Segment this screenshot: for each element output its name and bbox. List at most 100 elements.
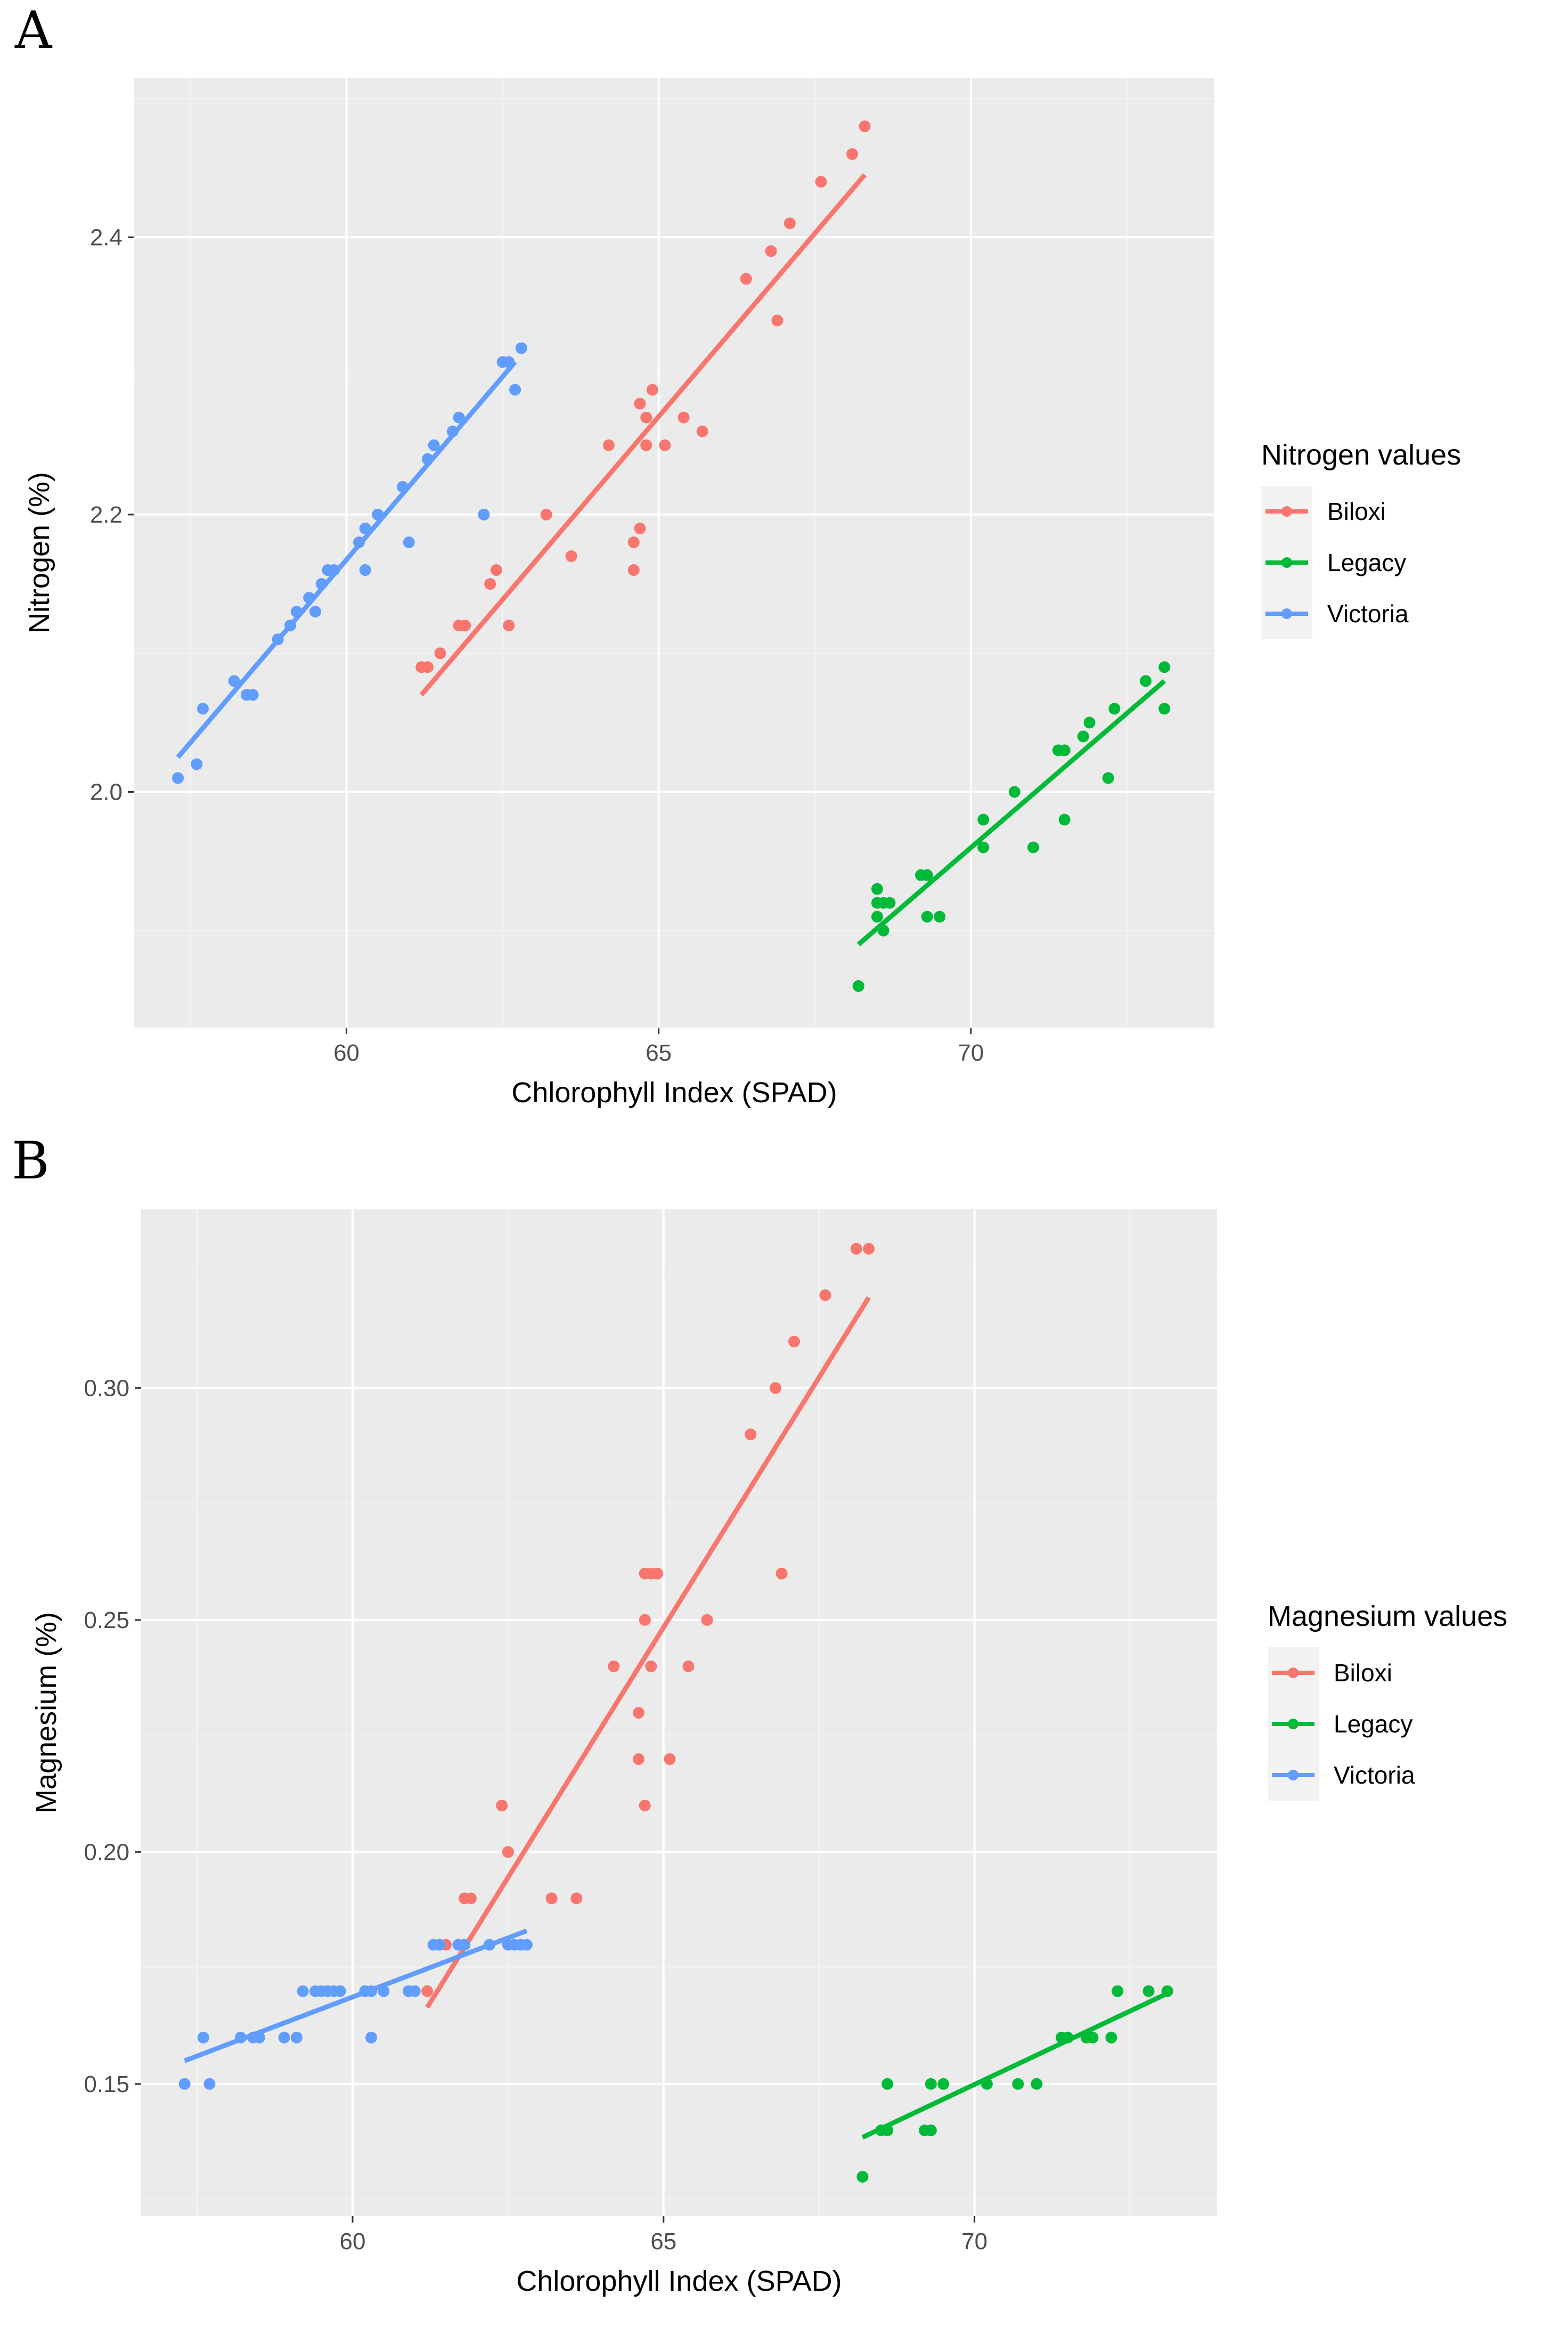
data-point-legacy bbox=[977, 813, 990, 826]
series-biloxi bbox=[421, 1243, 875, 2009]
legend-key-point bbox=[1281, 608, 1292, 619]
data-point-legacy bbox=[925, 2124, 937, 2136]
data-point-victoria bbox=[328, 564, 340, 576]
data-point-biloxi bbox=[682, 1660, 695, 1672]
legend-label-victoria: Victoria bbox=[1334, 1761, 1415, 1789]
y-tick-label: 0.30 bbox=[84, 1375, 129, 1401]
data-point-biloxi bbox=[701, 1614, 713, 1626]
data-point-victoria bbox=[203, 2078, 216, 2090]
series-biloxi bbox=[415, 120, 871, 697]
data-point-biloxi bbox=[645, 1660, 657, 1672]
data-point-biloxi bbox=[696, 425, 708, 437]
data-point-legacy bbox=[1087, 2031, 1099, 2044]
data-point-victoria bbox=[359, 564, 371, 576]
data-point-legacy bbox=[1083, 717, 1096, 729]
data-point-legacy bbox=[1161, 1985, 1173, 1997]
data-point-biloxi bbox=[421, 661, 434, 673]
plot-background bbox=[141, 1209, 1217, 2216]
data-point-biloxi bbox=[783, 217, 796, 230]
data-point-legacy bbox=[934, 910, 946, 923]
data-point-legacy bbox=[877, 924, 889, 937]
legend-label-biloxi: Biloxi bbox=[1334, 1659, 1392, 1687]
data-point-victoria bbox=[453, 411, 465, 424]
data-point-biloxi bbox=[664, 1753, 676, 1765]
data-point-biloxi bbox=[484, 578, 496, 590]
data-point-legacy bbox=[1158, 661, 1171, 673]
data-point-biloxi bbox=[490, 564, 502, 576]
data-point-biloxi bbox=[646, 384, 658, 396]
data-point-victoria bbox=[434, 1939, 446, 1951]
data-point-biloxi bbox=[863, 1243, 875, 1255]
data-point-legacy bbox=[1140, 675, 1152, 687]
series-victoria bbox=[172, 342, 527, 784]
series-victoria bbox=[178, 1929, 533, 2090]
data-point-biloxi bbox=[819, 1289, 831, 1301]
grid-lines bbox=[141, 1209, 1217, 2216]
data-point-victoria bbox=[403, 536, 415, 548]
data-point-biloxi bbox=[459, 620, 471, 632]
data-point-biloxi bbox=[775, 1567, 788, 1580]
data-point-biloxi bbox=[565, 550, 577, 563]
data-point-legacy bbox=[1012, 2078, 1024, 2090]
data-point-victoria bbox=[284, 620, 297, 632]
data-point-biloxi bbox=[815, 176, 827, 188]
x-axis-title: Chlorophyll Index (SPAD) bbox=[511, 1077, 837, 1109]
data-point-legacy bbox=[871, 910, 883, 923]
data-point-victoria bbox=[172, 772, 184, 784]
data-point-biloxi bbox=[608, 1660, 620, 1672]
data-point-legacy bbox=[1058, 813, 1071, 826]
data-point-biloxi bbox=[651, 1567, 664, 1580]
data-point-victoria bbox=[253, 2031, 265, 2044]
data-point-victoria bbox=[303, 592, 315, 604]
data-point-legacy bbox=[937, 2078, 950, 2090]
series-legacy bbox=[852, 661, 1171, 992]
y-tick-label: 2.2 bbox=[90, 502, 123, 528]
data-point-victoria bbox=[378, 1985, 390, 1997]
data-point-victoria bbox=[478, 508, 490, 520]
data-point-legacy bbox=[1102, 772, 1114, 784]
data-point-victoria bbox=[421, 453, 434, 465]
data-point-victoria bbox=[515, 342, 527, 354]
data-point-victoria bbox=[290, 606, 303, 618]
regression-line-victoria bbox=[176, 360, 517, 759]
chart-panel-a: A 60 65 70 2.0 2.2 2.4 Chlorophyll Index (SPAD)… bbox=[14, 1, 1461, 1109]
data-point-biloxi bbox=[503, 620, 515, 632]
data-point-biloxi bbox=[434, 647, 446, 660]
regression-line-biloxi bbox=[425, 1296, 871, 2009]
legend-label-legacy: Legacy bbox=[1327, 549, 1406, 576]
data-point-victoria bbox=[353, 536, 365, 548]
legend-key-point bbox=[1281, 557, 1292, 568]
y-axis-title: Nitrogen (%) bbox=[23, 472, 55, 633]
grid-lines bbox=[134, 78, 1214, 1028]
y-axis-title: Magnesium (%) bbox=[30, 1612, 62, 1813]
data-point-victoria bbox=[247, 689, 259, 701]
regression-line-legacy bbox=[856, 679, 1166, 947]
data-point-victoria bbox=[290, 2031, 303, 2044]
data-point-legacy bbox=[1031, 2078, 1043, 2090]
data-point-legacy bbox=[1108, 703, 1121, 715]
panel-letter: A bbox=[14, 1, 53, 60]
data-point-victoria bbox=[365, 1985, 378, 1997]
data-point-victoria bbox=[372, 508, 384, 520]
data-point-legacy bbox=[1061, 2031, 1074, 2044]
legend-key-point bbox=[1288, 1667, 1298, 1678]
y-tick-label: 0.15 bbox=[84, 2071, 129, 2097]
data-point-legacy bbox=[881, 2078, 894, 2090]
data-point-biloxi bbox=[545, 1892, 558, 1905]
data-point-victoria bbox=[365, 2031, 378, 2044]
data-point-victoria bbox=[359, 522, 371, 534]
data-point-victoria bbox=[297, 1985, 309, 1997]
data-point-biloxi bbox=[421, 1985, 434, 1997]
legend-key-point bbox=[1288, 1719, 1298, 1729]
x-axis-title: Chlorophyll Index (SPAD) bbox=[516, 2265, 842, 2297]
data-point-biloxi bbox=[627, 536, 640, 548]
data-point-biloxi bbox=[677, 411, 690, 424]
data-point-legacy bbox=[881, 2124, 894, 2136]
chart-panel-b: B 60 65 70 0.15 0.20 0.25 0.30 Chlorophyll Index… bbox=[12, 1131, 1507, 2297]
data-point-victoria bbox=[446, 425, 459, 437]
data-point-legacy bbox=[1105, 2031, 1117, 2044]
data-point-victoria bbox=[509, 384, 521, 396]
regression-line-legacy bbox=[861, 1991, 1169, 2140]
data-point-legacy bbox=[1158, 703, 1171, 715]
data-point-biloxi bbox=[640, 439, 652, 451]
